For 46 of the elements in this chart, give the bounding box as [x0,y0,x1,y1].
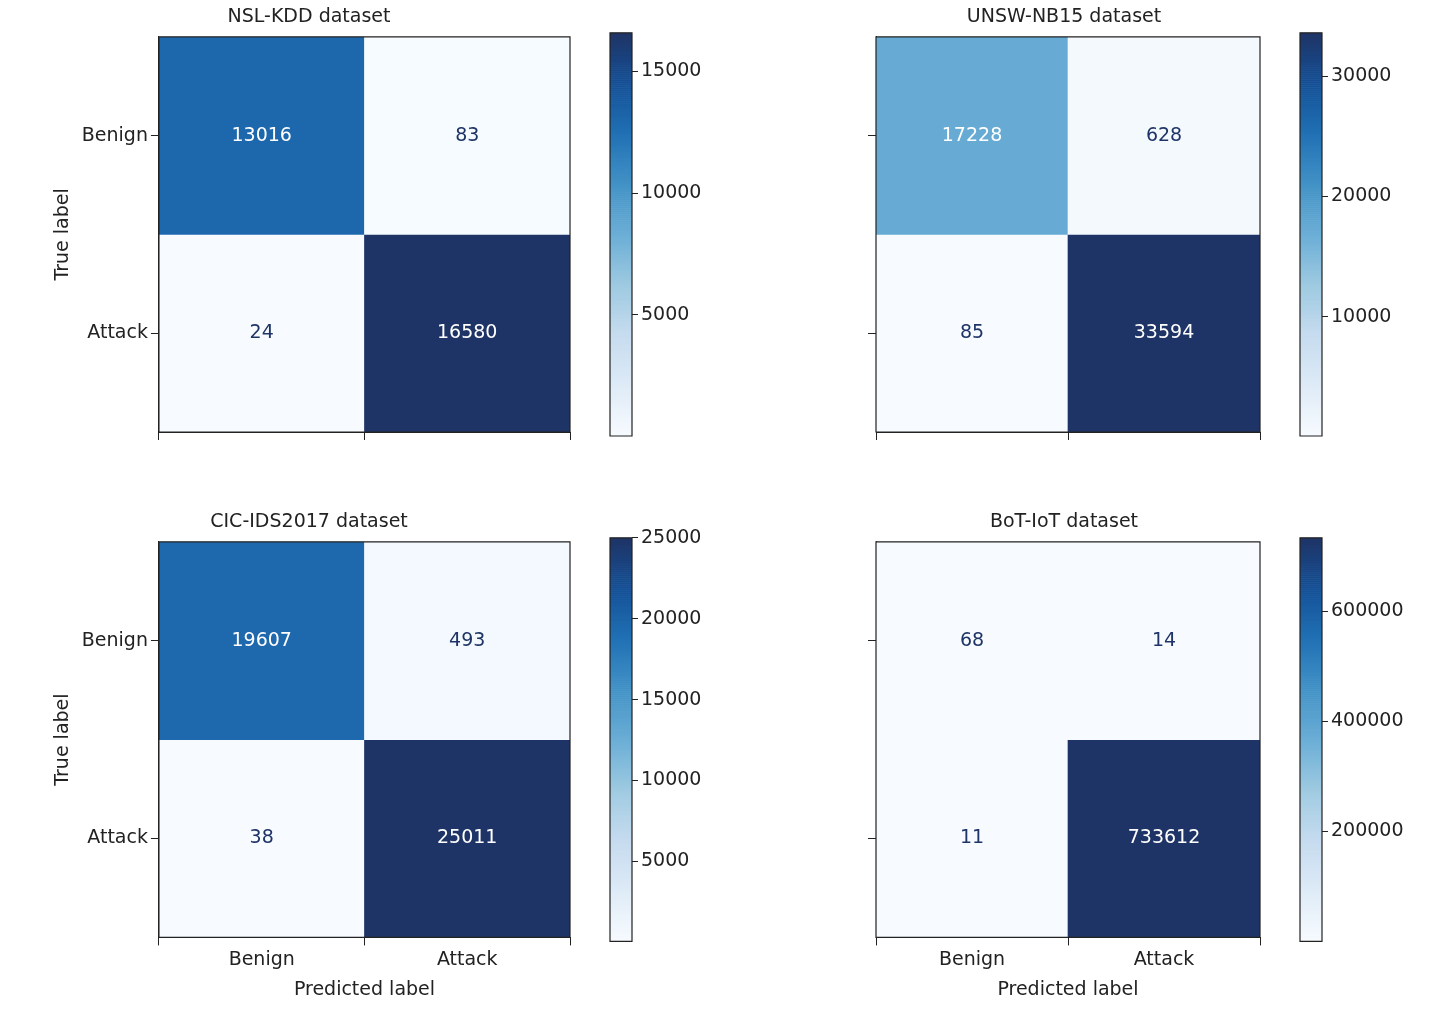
color-bar-label: 10000 [641,767,702,790]
data-label: 38 [249,825,274,848]
data-label: 25011 [437,825,498,848]
x-tick-label: Attack [1133,946,1195,969]
color-bar-label: 10000 [641,179,702,202]
chart-title: UNSW-NB15 dataset [966,4,1162,27]
data-label: 33594 [1133,320,1195,343]
color-bar-label: 20000 [641,605,702,628]
y-tick-label: Attack [87,825,148,848]
x-axis-title: Predicted label [293,976,436,999]
data-label: 24 [249,320,274,343]
data-label: 493 [449,627,486,650]
x-axis-title: Predicted label [997,976,1139,999]
color-bar-label: 25000 [641,524,702,547]
x-tick-label: Benign [228,946,295,969]
color-bar-label: 30000 [1331,62,1392,85]
color-bar-label: 10000 [1331,303,1392,326]
data-label: 733612 [1127,825,1201,848]
y-axis-title: True label [50,188,73,282]
color-bar-label: 200000 [1331,818,1404,841]
y-tick-label: Attack [87,320,148,343]
color-bar-label: 15000 [641,58,702,81]
chart-title: CIC-IDS2017 dataset [210,509,408,532]
data-label: 628 [1145,122,1183,145]
data-label: 83 [455,122,480,145]
chart-title: BoT-IoT dataset [989,509,1139,532]
data-label: 13016 [231,122,292,145]
data-label: 85 [959,320,985,343]
color-bar-label: 20000 [1331,183,1392,206]
data-label: 19607 [231,627,292,650]
color-bar-label: 600000 [1331,598,1404,621]
color-bar-label: 5000 [641,848,690,871]
x-tick-label: Attack [436,946,498,969]
data-label: 68 [959,627,985,650]
data-label: 17228 [941,122,1003,145]
y-axis-title: True label [50,693,73,787]
color-bar-label: 15000 [641,686,702,709]
y-tick-label: Benign [81,122,148,145]
data-label: 16580 [437,320,498,343]
data-label: 11 [959,825,985,848]
color-bar-label: 400000 [1331,708,1404,731]
data-label: 14 [1151,627,1177,650]
chart-title: NSL-KDD dataset [227,4,391,27]
x-tick-label: Benign [938,946,1006,969]
y-tick-label: Benign [81,627,148,650]
color-bar-label: 5000 [641,301,690,324]
